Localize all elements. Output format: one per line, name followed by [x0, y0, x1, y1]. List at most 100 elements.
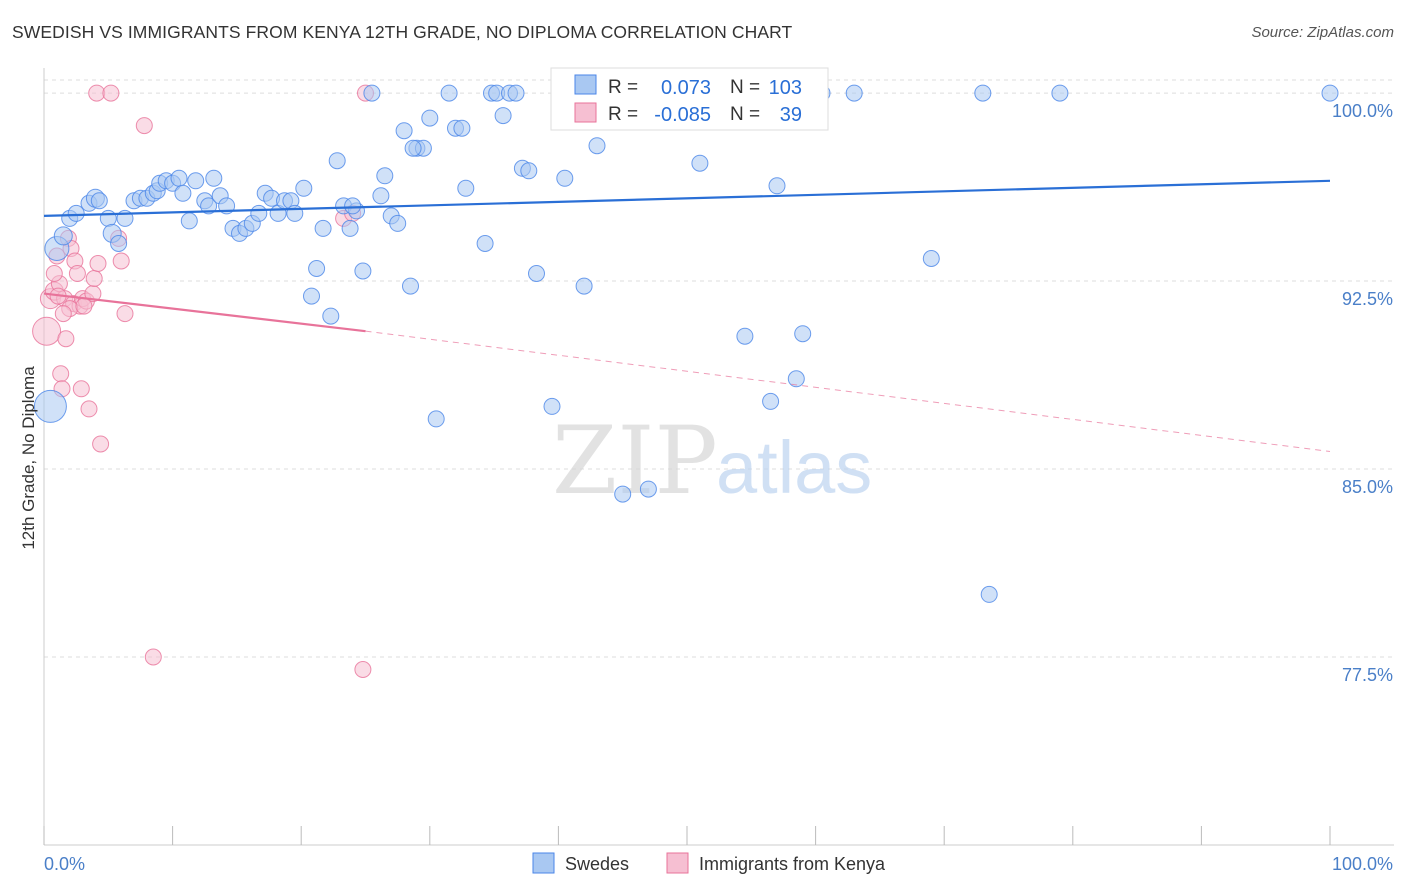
- point-blue-2: [53, 226, 73, 246]
- point-pink-23: [88, 84, 106, 102]
- watermark-atlas: atlas: [716, 426, 872, 509]
- point-pink-13: [68, 265, 86, 282]
- point-blue-96: [922, 250, 940, 267]
- trend-line-blue: [43, 179, 1331, 217]
- point-blue-72: [520, 162, 538, 180]
- point-blue-91: [768, 177, 786, 195]
- chart-title: SWEDISH VS IMMIGRANTS FROM KENYA 12TH GR…: [12, 22, 793, 42]
- point-pink-20: [85, 270, 103, 287]
- point-blue-25: [200, 197, 218, 215]
- point-blue-88: [736, 327, 754, 345]
- point-blue-21: [174, 184, 192, 202]
- point-blue-103: [344, 197, 362, 215]
- stats-n-key-blue: N =: [730, 77, 760, 98]
- point-blue-68: [494, 107, 512, 125]
- point-blue-73: [528, 265, 545, 282]
- point-blue-43: [314, 219, 332, 237]
- point-pink-8: [57, 330, 75, 348]
- y-tick-label-2: 85.0%: [1342, 477, 1393, 497]
- watermark-zip: ZIP: [552, 407, 718, 516]
- point-blue-42: [308, 260, 326, 277]
- point-blue-70: [507, 84, 525, 102]
- point-blue-50: [363, 84, 381, 102]
- point-blue-102: [404, 139, 422, 157]
- grid-lines: [44, 79, 1394, 658]
- legend-label-swedes: Swedes: [565, 854, 629, 874]
- point-blue-7: [90, 192, 108, 210]
- point-blue-41: [303, 287, 320, 305]
- y-tick-label-3: 77.5%: [1342, 665, 1393, 685]
- point-pink-37: [75, 297, 93, 315]
- point-blue-47: [341, 219, 359, 237]
- point-blue-44: [322, 307, 340, 325]
- point-blue-100: [1321, 84, 1339, 102]
- point-pink-22: [92, 435, 110, 453]
- point-pink-18: [80, 400, 98, 418]
- y-tick-labels: 100.0% 92.5% 85.0% 77.5%: [1332, 101, 1393, 685]
- legend-swatch-kenya: [666, 852, 689, 874]
- stats-swatch-blue: [574, 74, 597, 95]
- point-blue-26: [205, 169, 223, 187]
- point-blue-33: [250, 204, 268, 222]
- point-blue-74: [543, 397, 561, 415]
- axes: [43, 68, 1394, 846]
- point-pink-21: [89, 255, 107, 272]
- point-blue-77: [575, 277, 593, 295]
- point-pink-27: [116, 305, 134, 323]
- stats-r-key-pink: R =: [608, 104, 638, 125]
- watermark: ZIP atlas: [552, 407, 872, 516]
- point-blue-64: [457, 179, 475, 197]
- point-blue-97: [974, 84, 992, 102]
- point-blue-63: [453, 119, 471, 137]
- point-blue-59: [421, 109, 439, 127]
- y-tick-label-0: 100.0%: [1332, 101, 1393, 121]
- stats-n-key-pink: N =: [730, 104, 760, 125]
- point-blue-56: [402, 277, 419, 295]
- point-blue-83: [639, 480, 657, 498]
- series-swedes-points: [33, 84, 1339, 603]
- y-axis-label: 12th Grade, No Diploma: [19, 366, 38, 550]
- point-blue-79: [588, 137, 606, 155]
- stats-r-key-blue: R =: [608, 77, 638, 98]
- legend-label-kenya: Immigrants from Kenya: [699, 854, 886, 874]
- point-blue-10: [110, 235, 128, 252]
- point-blue-81: [614, 485, 632, 503]
- point-blue-65: [476, 235, 494, 252]
- trend-line-pink: [43, 292, 366, 333]
- point-blue-23: [187, 172, 205, 190]
- point-blue-20: [170, 169, 188, 187]
- point-blue-99: [1051, 84, 1069, 102]
- point-pink-15: [72, 380, 90, 398]
- point-blue-40: [295, 179, 313, 197]
- point-blue-8: [99, 209, 117, 227]
- point-blue-0: [33, 389, 67, 423]
- point-pink-0: [32, 316, 62, 346]
- x-tick-label-0: 0.0%: [44, 854, 85, 874]
- stats-n-value-pink: 39: [780, 104, 802, 126]
- point-pink-26: [112, 252, 130, 270]
- point-pink-24: [102, 84, 120, 102]
- point-blue-86: [691, 154, 709, 172]
- series-immigrants-from-kenya-points: [32, 84, 374, 678]
- chart-source: Source: ZipAtlas.com: [1251, 24, 1394, 41]
- stats-box: R = 0.073 N = 103 R = -0.085 N = 39: [550, 67, 829, 131]
- point-blue-22: [180, 212, 198, 230]
- point-blue-60: [427, 410, 445, 428]
- point-blue-61: [440, 84, 458, 102]
- point-blue-98: [980, 585, 998, 603]
- point-pink-34: [45, 265, 63, 282]
- point-blue-45: [328, 152, 346, 170]
- x-tick-label-1: 100.0%: [1332, 854, 1393, 874]
- point-blue-90: [762, 392, 780, 410]
- trend-line-pink-dashed: [365, 330, 1331, 452]
- point-blue-75: [556, 169, 574, 187]
- stats-swatch-pink: [574, 102, 597, 123]
- point-pink-29: [144, 648, 162, 666]
- stats-n-value-blue: 103: [769, 77, 802, 99]
- trend-lines: [43, 179, 1331, 452]
- point-blue-49: [354, 262, 372, 280]
- point-pink-38: [54, 305, 72, 323]
- point-blue-4: [67, 204, 85, 222]
- point-pink-28: [135, 117, 153, 135]
